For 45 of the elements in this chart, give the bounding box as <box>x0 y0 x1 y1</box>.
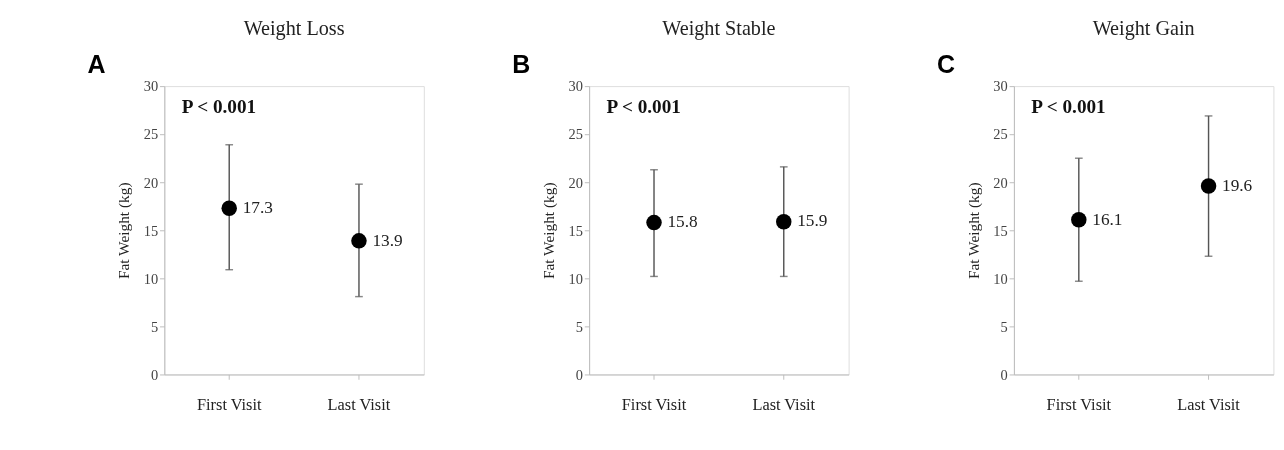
y-tick-label: 0 <box>1000 366 1008 383</box>
y-tick-label: 5 <box>575 318 583 335</box>
x-tick-label: First Visit <box>1046 394 1112 414</box>
annotation: P < 0.001 <box>606 96 681 118</box>
y-tick-label: 30 <box>568 78 583 95</box>
y-axis-title: Fat Weight (kg) <box>540 182 559 280</box>
y-axis-title: Fat Weight (kg) <box>964 182 983 280</box>
y-tick-label: 30 <box>993 78 1008 95</box>
x-tick-label: Last Visit <box>1177 394 1241 414</box>
x-tick-label: First Visit <box>621 394 687 414</box>
data-label: 13.9 <box>372 230 403 250</box>
x-tick-label: Last Visit <box>752 394 816 414</box>
y-axis-title: Fat Weight (kg) <box>115 182 134 280</box>
data-label: 19.6 <box>1222 175 1253 195</box>
x-tick-label: Last Visit <box>327 394 391 414</box>
chart-title: Weight Gain <box>1092 17 1195 41</box>
annotation: P < 0.001 <box>1031 96 1106 118</box>
data-label: 17.3 <box>242 198 273 217</box>
data-label: 15.9 <box>797 211 828 231</box>
y-tick-label: 5 <box>1000 318 1008 335</box>
chart-title: Weight Stable <box>662 17 776 41</box>
annotation: P < 0.001 <box>181 96 257 118</box>
y-tick-label: 15 <box>993 222 1008 239</box>
text: A <box>87 49 106 78</box>
y-tick-label: 15 <box>568 222 583 239</box>
y-tick-label: 10 <box>568 270 583 287</box>
y-tick-label: 20 <box>993 174 1008 191</box>
y-tick-label: 20 <box>568 174 583 191</box>
y-tick-label: 25 <box>993 126 1008 143</box>
y-tick-label: 0 <box>575 366 583 383</box>
data-label: 16.1 <box>1092 209 1123 229</box>
x-tick-label: First Visit <box>196 394 262 414</box>
y-tick-label: 0 <box>150 366 159 383</box>
data-label: 15.8 <box>667 212 698 232</box>
y-tick-label: 25 <box>143 126 159 143</box>
text: C <box>937 49 956 78</box>
y-tick-label: 25 <box>568 126 583 143</box>
y-tick-label: 15 <box>143 222 159 239</box>
y-tick-label: 20 <box>143 174 159 191</box>
y-tick-label: 30 <box>143 78 159 95</box>
text: B <box>512 49 531 78</box>
y-tick-label: 5 <box>150 318 159 335</box>
y-tick-label: 10 <box>993 270 1008 287</box>
y-tick-label: 10 <box>143 270 159 287</box>
chart-title: Weight Loss <box>243 17 345 41</box>
